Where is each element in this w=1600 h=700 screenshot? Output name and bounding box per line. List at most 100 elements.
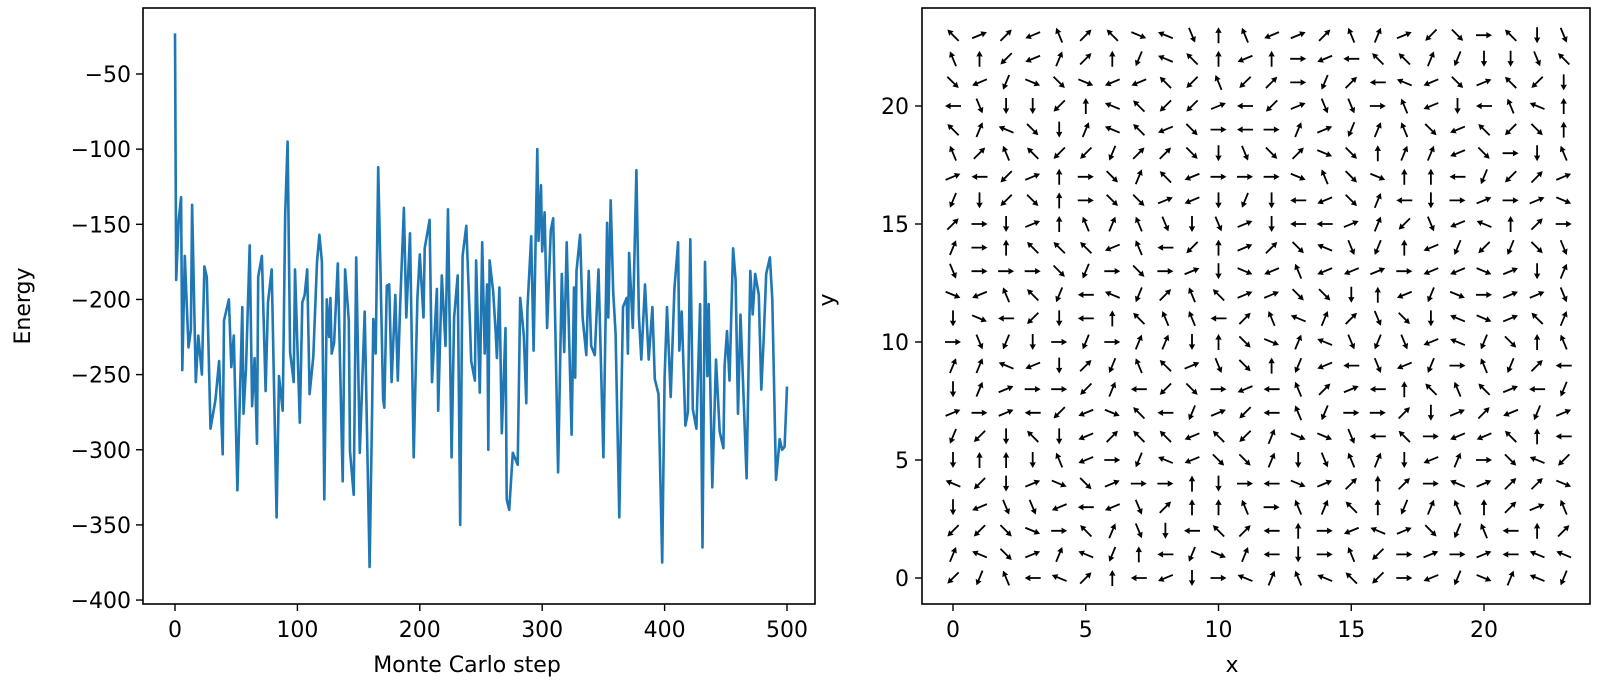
spin-arrow [1024, 173, 1041, 181]
spin-arrow [1423, 102, 1439, 110]
spin-arrow [1374, 286, 1382, 303]
spin-arrow [1343, 409, 1360, 416]
spin-arrow [1290, 432, 1306, 441]
spin-arrow [1396, 31, 1412, 40]
spin-arrow [1027, 289, 1039, 302]
spin-arrow [1077, 173, 1094, 180]
spin-arrow [1529, 102, 1545, 110]
spin-arrow [1320, 499, 1329, 515]
spin-arrow [1027, 147, 1039, 160]
spin-arrow [1077, 291, 1094, 298]
spin-arrow [1451, 28, 1464, 41]
spin-arrow [1135, 452, 1143, 468]
spin-arrow [1024, 574, 1041, 582]
spin-arrow [1104, 408, 1120, 417]
spin-arrow [1238, 335, 1251, 348]
y-tick-label: −100 [71, 138, 131, 163]
spin-arrow [1343, 55, 1360, 62]
energy-line-chart: 0 100 200 300 400 500 −50 −100 −150 −200 −250 −300 −… [11, 7, 816, 678]
spin-arrow [1079, 53, 1092, 66]
spin-arrow [1502, 197, 1519, 204]
spin-arrow [1531, 76, 1544, 89]
spin-arrow [949, 51, 957, 67]
spin-arrow [1529, 386, 1546, 393]
spin-arrow [1449, 551, 1466, 558]
spin-arrow [1002, 334, 1010, 350]
spin-arrow [1055, 452, 1064, 468]
spin-arrow [1400, 98, 1409, 114]
spin-arrow [1000, 52, 1013, 65]
spin-arrow [1453, 570, 1462, 586]
spin-arrow [1401, 168, 1408, 185]
spin-arrow [1347, 452, 1356, 468]
spin-arrow [1369, 79, 1386, 86]
spin-arrow [1055, 216, 1063, 232]
spin-arrow [1423, 456, 1439, 464]
spin-arrow [971, 220, 988, 228]
spin-arrow [1265, 76, 1278, 89]
spin-arrow [1424, 524, 1437, 537]
spin-arrow [1106, 430, 1118, 443]
spin-arrow [1027, 430, 1039, 443]
spin-arrow [1108, 381, 1117, 397]
spin-arrow [945, 479, 961, 488]
spin-arrow [1132, 194, 1145, 207]
spin-arrow [1188, 475, 1196, 492]
spin-arrow [1157, 480, 1174, 487]
spin-arrow [1343, 526, 1360, 535]
spin-arrow [1533, 263, 1541, 280]
spin-arrow [1002, 428, 1010, 445]
spin-arrow [1559, 381, 1568, 397]
left-axes-frame [142, 7, 816, 605]
spin-arrow [1185, 123, 1198, 136]
spin-arrow [1294, 263, 1303, 279]
spin-arrow [1184, 196, 1200, 205]
spin-arrow [1053, 241, 1066, 254]
spin-arrow [1450, 338, 1466, 346]
spin-arrow [1529, 291, 1545, 299]
spin-arrow [1132, 264, 1145, 277]
spin-arrow [1320, 452, 1329, 468]
spin-arrow [1294, 381, 1303, 397]
spin-arrow [998, 268, 1015, 275]
spin-arrow [1453, 523, 1462, 539]
spin-arrow [1427, 168, 1435, 185]
spin-arrow [1002, 145, 1010, 161]
spin-arrow [1506, 570, 1515, 586]
spin-arrow [1079, 359, 1092, 372]
spin-arrow [1055, 428, 1063, 445]
spin-arrow [1237, 173, 1253, 180]
y-tick-label: −250 [71, 364, 131, 389]
spin-arrow [1104, 479, 1120, 488]
spin-arrow [1370, 267, 1386, 276]
spin-arrow [1559, 287, 1568, 303]
spin-arrow [1533, 145, 1541, 162]
spin-arrow [998, 361, 1014, 370]
spin-arrow [1024, 220, 1041, 228]
spin-arrow [1215, 50, 1222, 67]
spin-arrow [1396, 551, 1413, 558]
spin-arrow [949, 240, 957, 256]
spin-arrow [1159, 76, 1172, 89]
spin-arrow [1055, 310, 1063, 327]
x-tick-label: 15 [1337, 618, 1365, 643]
spin-arrow [1316, 551, 1333, 558]
spin-arrow [1185, 382, 1198, 395]
spin-arrow [1133, 407, 1146, 420]
spin-arrow [1263, 386, 1280, 393]
spin-arrow [975, 381, 984, 397]
spin-arrow [1210, 315, 1227, 322]
spin-arrow [1320, 169, 1329, 185]
spin-arrow [1504, 170, 1517, 183]
spin-arrow [1373, 452, 1382, 468]
spin-arrow [1212, 289, 1225, 302]
spin-arrow [1130, 480, 1147, 487]
spin-arrow [1210, 126, 1227, 133]
spin-arrow [1530, 241, 1543, 254]
spin-arrow [1504, 123, 1517, 136]
spin-arrow [949, 263, 957, 279]
right-axes-ticks: 0 5 10 15 20 0 5 10 15 20 [881, 95, 1498, 643]
spin-arrow [1345, 170, 1357, 183]
spin-arrow [1186, 53, 1199, 66]
spin-arrow [1504, 430, 1517, 443]
